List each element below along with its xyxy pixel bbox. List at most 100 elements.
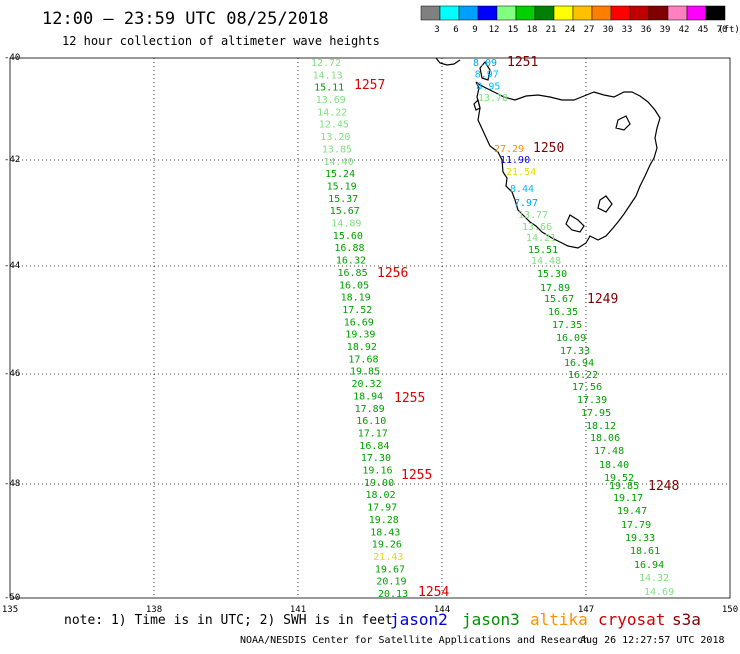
wave-height-value: 17.79	[621, 520, 651, 531]
tasmania-coastline	[435, 57, 661, 249]
wave-height-value: 21.54	[506, 167, 536, 178]
wave-height-value: 13.77	[518, 210, 548, 221]
wave-height-value: 14.32	[639, 573, 669, 584]
wave-height-value: 18.40	[599, 460, 629, 471]
wave-height-value: 15.67	[330, 206, 360, 217]
legend-swatch	[648, 5, 669, 21]
legend-swatch	[496, 5, 517, 21]
legend-label: 24	[565, 25, 576, 35]
legend-label: 45	[698, 25, 709, 35]
footer-note: note: 1) Time is in UTC; 2) SWH is in fe…	[64, 613, 393, 628]
wave-height-value: 16.09	[556, 333, 586, 344]
legend-label: 3	[434, 25, 439, 35]
wave-height-value: 14.13	[313, 70, 343, 81]
legend-swatch	[629, 5, 650, 21]
map-title: 12:00 – 23:59 UTC 08/25/2018	[42, 9, 329, 29]
wave-height-value: 18.92	[347, 342, 377, 353]
wave-height-value: 14.89	[331, 219, 361, 230]
wave-height-value: 19.39	[345, 330, 375, 341]
legend-swatch	[439, 5, 460, 21]
wave-height-value: 17.35	[552, 320, 582, 331]
wave-height-value: 18.06	[590, 433, 620, 444]
pass-number: 1256	[377, 266, 408, 281]
satellite-name: altika	[530, 610, 588, 629]
legend-label: 12	[489, 25, 500, 35]
wave-height-value: 16.35	[548, 307, 578, 318]
latitude-tick: -46	[4, 369, 20, 379]
satellite-name: cryosat	[598, 610, 665, 629]
wave-height-value: 17.89	[540, 283, 570, 294]
legend-swatch	[667, 5, 688, 21]
footer-timestamp: Aug 26 12:27:57 UTC 2018	[580, 635, 725, 646]
wave-height-value: 18.19	[341, 293, 371, 304]
wave-height-value: 12.72	[311, 58, 341, 69]
wave-height-value: 16.85	[338, 268, 368, 279]
wave-height-value: 20.13	[378, 589, 408, 600]
legend-label: 18	[527, 25, 538, 35]
legend-swatch	[515, 5, 536, 21]
legend-label: 39	[660, 25, 671, 35]
legend-label: 21	[546, 25, 557, 35]
wave-height-value: 17.97	[367, 503, 397, 514]
wave-height-value: 17.56	[572, 382, 602, 393]
pass-number: 1257	[354, 78, 385, 93]
pass-number: 1249	[587, 292, 618, 307]
latitude-tick: -44	[4, 261, 20, 271]
pass-number: 1254	[418, 585, 449, 600]
longitude-tick: 147	[578, 605, 594, 615]
wave-height-value: 11.90	[500, 155, 530, 166]
legend-label: 27	[584, 25, 595, 35]
footer-credit: NOAA/NESDIS Center for Satellite Applica…	[240, 635, 589, 646]
wave-height-value: 19.26	[372, 540, 402, 551]
plot-frame	[9, 57, 731, 599]
wave-height-value: 15.30	[537, 269, 567, 280]
legend-swatch	[572, 5, 593, 21]
satellite-legend: jason2 jason3 altika cryosat s3a	[390, 610, 701, 629]
wave-height-value: 19.16	[362, 466, 392, 477]
longitude-tick: 150	[722, 605, 738, 615]
legend-label: 36	[641, 25, 652, 35]
longitude-tick: 135	[2, 605, 18, 615]
wave-height-value: 14.21	[526, 233, 556, 244]
wave-height-value: 15.19	[327, 182, 357, 193]
wave-height-value: 19.33	[625, 533, 655, 544]
wave-height-value: 19.85	[350, 367, 380, 378]
longitude-tick: 144	[434, 605, 450, 615]
wave-height-value: 27.29	[494, 144, 524, 155]
map-subtitle: 12 hour collection of altimeter wave hei…	[62, 34, 380, 48]
pass-number-labels: 1251 1257 1250 1256 1249 1255 1255 1248 1254	[354, 55, 679, 600]
satellite-name: jason3	[462, 610, 520, 629]
color-scale-legend: 3 6 9 12 15 18 21 24 27 30 33 36 39 42 45 70(ft)	[420, 5, 740, 35]
legend-swatch	[458, 5, 479, 21]
wave-height-value: 18.43	[370, 527, 400, 538]
wave-height-value: 16.94	[564, 358, 594, 369]
longitude-tick: 138	[146, 605, 162, 615]
wave-height-value: 15.24	[325, 169, 355, 180]
wave-height-value: 18.12	[586, 421, 616, 432]
wave-height-value: 19.17	[613, 493, 643, 504]
longitude-tick: 141	[290, 605, 306, 615]
legend-label: 6	[453, 25, 458, 35]
wave-height-value: 13.66	[522, 222, 552, 233]
wave-height-value: 19.28	[369, 515, 399, 526]
wave-height-value: 19.85	[609, 481, 639, 492]
wave-height-value: 14.69	[644, 587, 674, 598]
wave-height-value: 17.39	[577, 395, 607, 406]
legend-label: 30	[603, 25, 614, 35]
wave-height-value: 20.19	[376, 577, 406, 588]
wave-height-value: 16.84	[359, 441, 389, 452]
wave-height-value: 13.20	[320, 132, 350, 143]
wave-height-value: 7.97	[514, 198, 538, 209]
pass-number: 1255	[394, 391, 425, 406]
wave-height-value: 21.43	[373, 552, 403, 563]
wave-height-value: 18.61	[630, 546, 660, 557]
latitude-tick: -40	[4, 53, 20, 63]
legend-swatch	[591, 5, 612, 21]
legend-label: 42	[679, 25, 690, 35]
lat-lon-grid: 135 138 141 144 147 150 -40 -42 -44 -46 -48 -50	[2, 53, 738, 615]
wave-height-value: 16.69	[344, 317, 374, 328]
legend-swatch	[686, 5, 707, 21]
wave-height-value: 18.02	[366, 490, 396, 501]
pass-number: 1255	[401, 468, 432, 483]
